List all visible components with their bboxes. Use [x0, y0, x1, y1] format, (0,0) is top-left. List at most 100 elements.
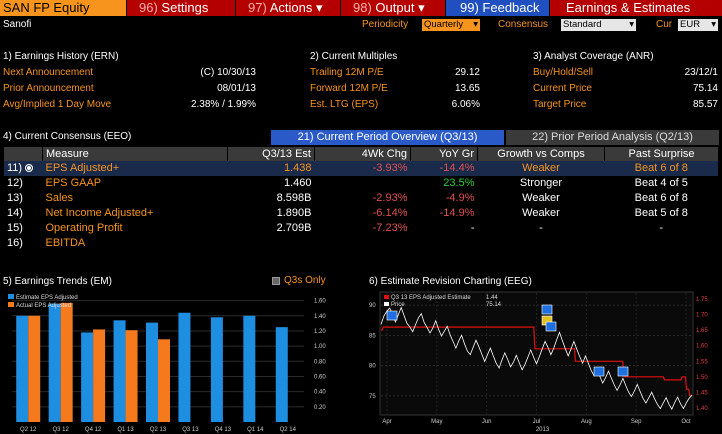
y-tick-label: 0.80	[314, 359, 326, 365]
growth-value	[478, 236, 605, 251]
x-tick-label: Q3 12	[52, 427, 69, 433]
estimate-value: 2.709B	[276, 222, 312, 234]
feedback-button[interactable]: 99) Feedback	[446, 0, 549, 16]
earnings-history-title[interactable]: 1) Earnings History (ERN)	[3, 51, 119, 62]
periodicity-label: Periodicity	[362, 19, 409, 30]
bar	[48, 303, 61, 422]
actions-label: Actions	[269, 0, 313, 15]
legend-actual-swatch	[8, 302, 14, 307]
event-markers	[386, 304, 629, 377]
current-consensus-title[interactable]: 4) Current Consensus (EEO)	[3, 131, 132, 142]
est-ltg-value: 6.06%	[451, 99, 480, 110]
feedback-label: Feedback	[482, 0, 540, 15]
checkbox-icon[interactable]	[272, 277, 280, 285]
target-price-label: Target Price	[533, 99, 587, 110]
currency-label: Cur	[656, 19, 673, 30]
current-multiples-title[interactable]: 2) Current Multiples	[310, 51, 398, 62]
event-marker-icon[interactable]	[545, 321, 557, 332]
right-y-tick-label: 1.40	[696, 406, 708, 412]
legend-estimate-label: Q3 13 EPS Adjusted Estimate	[391, 295, 471, 301]
chg-value: -3.93%	[372, 162, 408, 174]
legend-price-swatch	[384, 302, 389, 306]
x-tick-label: Q1 13	[117, 427, 134, 433]
actions-number: 97)	[248, 0, 267, 15]
actions-menu[interactable]: 97) Actions ▾	[236, 0, 340, 16]
table-row[interactable]: 13) Sales 8.598B -2.93% -4.9% Weaker Bea…	[4, 191, 718, 206]
legend-price-value: 75.14	[486, 302, 502, 308]
x-tick-label: Q2 13	[150, 427, 167, 433]
estimate-value	[228, 236, 315, 251]
surprise-value: -	[659, 222, 664, 234]
analyst-coverage-title[interactable]: 3) Analyst Coverage (ANR)	[533, 51, 654, 62]
chevron-down-icon: ▾	[629, 19, 634, 30]
estimate-revision-title[interactable]: 6) Estimate Revision Charting (EEG)	[369, 276, 532, 287]
yoy-value: -	[470, 222, 475, 234]
consensus-table: Measure Q3/13 Est 4Wk Chg YoY Gr Growth …	[4, 147, 718, 251]
y-tick-label: 1.20	[314, 329, 326, 335]
avg-implied-move-label: Avg/Implied 1 Day Move	[3, 99, 112, 110]
x-tick-label: Jun	[482, 419, 492, 425]
y-tick-label: 0.20	[314, 405, 326, 411]
consensus-select[interactable]: Standard ▾	[561, 19, 636, 31]
surprise-value	[605, 236, 719, 251]
growth-value: Weaker	[522, 162, 560, 174]
left-y-tick-label: 90	[369, 303, 376, 309]
chg-value: -6.14%	[372, 207, 408, 219]
event-marker-icon[interactable]	[386, 310, 398, 321]
left-y-tick-label: 80	[369, 364, 376, 370]
measure-name: EPS Adjusted+	[45, 162, 120, 174]
company-name: Sanofi	[3, 19, 32, 30]
x-tick-label: Q2 12	[20, 427, 37, 433]
table-row[interactable]: 16) EBITDA	[4, 236, 718, 251]
measure-name: Operating Profit	[45, 222, 123, 234]
event-marker-icon[interactable]	[541, 304, 553, 315]
yoy-value: -14.4%	[439, 162, 475, 174]
right-y-tick-label: 1.60	[696, 344, 708, 350]
table-row[interactable]: 12) EPS GAAP 1.460 23.5% Stronger Beat 4…	[4, 176, 718, 191]
bar	[178, 312, 191, 422]
table-row[interactable]: 11) EPS Adjusted+ 1.438 -3.93% -14.4% We…	[4, 161, 718, 176]
left-y-tick-label: 85	[369, 333, 376, 339]
price-line	[380, 306, 693, 411]
chg-value	[315, 236, 411, 251]
chart-x-labels: Apr May Jun Jul Aug Sep Oct 2013	[382, 419, 691, 433]
forward-pe-value: 13.65	[454, 83, 480, 94]
buy-hold-sell-label: Buy/Hold/Sell	[533, 67, 594, 78]
q3s-only-label[interactable]: Q3s Only	[284, 275, 326, 286]
trailing-pe-label: Trailing 12M P/E	[310, 67, 384, 78]
tab-current-period[interactable]: 21) Current Period Overview (Q3/13)	[271, 130, 504, 145]
currency-value: EUR	[680, 19, 701, 30]
settings-menu[interactable]: 96) Settings	[127, 0, 235, 16]
periodicity-select[interactable]: Quarterly ▾	[422, 19, 480, 31]
output-menu[interactable]: 98) Output ▾	[341, 0, 445, 16]
output-label: Output	[375, 0, 415, 15]
chg-value: -2.93%	[372, 192, 408, 204]
event-marker-icon[interactable]	[593, 366, 605, 377]
estimate-value: 1.460	[283, 177, 312, 189]
y-tick-label: 1.00	[314, 344, 326, 350]
y-tick-label: 0.60	[314, 374, 326, 380]
tab-prior-period[interactable]: 22) Prior Period Analysis (Q2/13)	[506, 130, 719, 145]
event-marker-icon[interactable]	[617, 366, 629, 377]
chg-value	[315, 176, 411, 191]
col-measure: Measure	[42, 147, 228, 161]
x-tick-label: Oct	[681, 419, 691, 425]
table-row[interactable]: 14) Net Income Adjusted+ 1.890B -6.14% -…	[4, 206, 718, 221]
right-y-tick-label: 1.45	[696, 390, 708, 396]
estimate-value: 8.598B	[276, 192, 312, 204]
earnings-trends-title[interactable]: 5) Earnings Trends (EM)	[3, 276, 112, 287]
ticker-field[interactable]: SAN FP Equity	[0, 0, 126, 16]
right-y-tick-label: 1.70	[696, 313, 708, 319]
surprise-value: Beat 6 of 8	[634, 162, 688, 174]
bar	[113, 320, 126, 422]
surprise-value: Beat 5 of 8	[634, 207, 688, 219]
currency-select[interactable]: EUR ▾	[678, 19, 718, 31]
feedback-number: 99)	[460, 0, 479, 15]
next-announcement-label: Next Announcement	[3, 67, 94, 78]
legend-estimate-value: 1.44	[486, 295, 498, 301]
forward-pe-label: Forward 12M P/E	[310, 83, 388, 94]
current-price-label: Current Price	[533, 83, 592, 94]
table-row[interactable]: 15) Operating Profit 2.709B -7.23% - - -	[4, 221, 718, 236]
radio-selected-icon[interactable]	[25, 164, 34, 173]
surprise-value: Beat 4 of 5	[634, 177, 688, 189]
